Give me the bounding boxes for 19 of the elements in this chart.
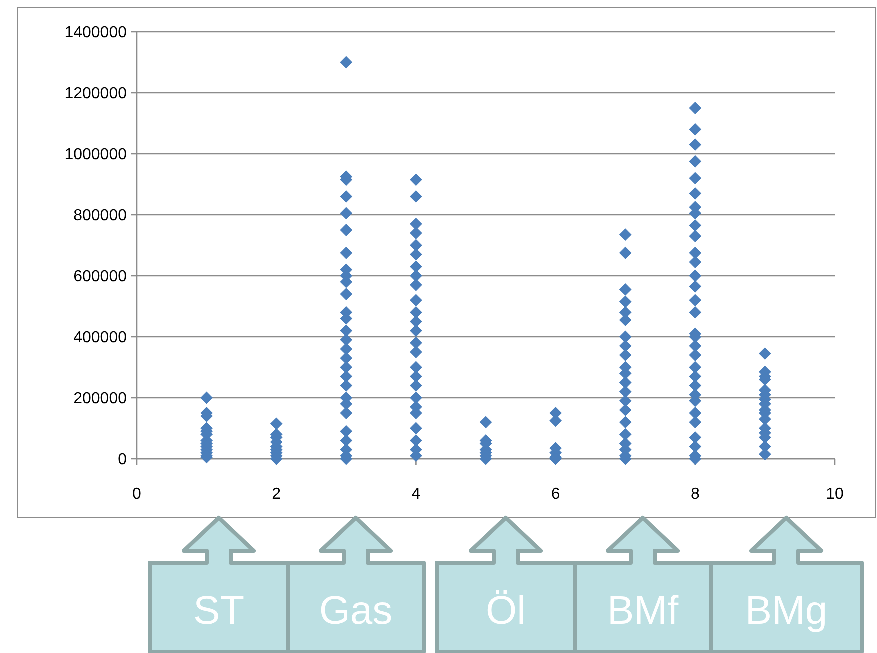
y-tick-label: 1200000 (64, 86, 128, 103)
text: Gas (319, 589, 393, 633)
y-tick-label: 400000 (74, 330, 128, 347)
x-tick-label: 8 (690, 486, 700, 503)
text: BMg (745, 589, 828, 633)
x-tick-label: 2 (272, 486, 282, 503)
y-tick-label: 1400000 (64, 24, 128, 42)
text: BMf (607, 589, 680, 633)
y-tick-label: 1000000 (64, 146, 128, 164)
y-tick-label: 0 (118, 452, 128, 469)
x-tick-label: 0 (132, 486, 142, 503)
x-tick-label: 10 (826, 486, 844, 503)
y-tick-label: 800000 (74, 208, 128, 225)
text: Öl (486, 589, 526, 633)
y-tick-label: 600000 (74, 268, 128, 286)
x-tick-label: 4 (412, 486, 421, 503)
text: ST (193, 589, 245, 633)
x-tick-label: 6 (551, 486, 560, 503)
y-tick-label: 200000 (74, 390, 128, 408)
